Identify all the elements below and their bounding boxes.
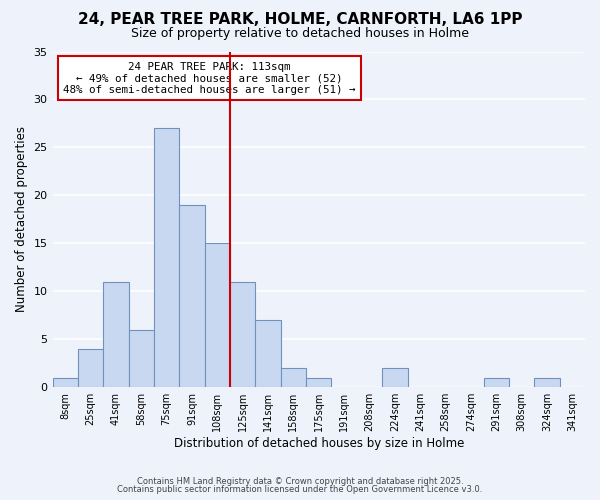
Bar <box>103 282 128 387</box>
Text: Contains public sector information licensed under the Open Government Licence v3: Contains public sector information licen… <box>118 485 482 494</box>
Bar <box>179 205 205 387</box>
Text: Contains HM Land Registry data © Crown copyright and database right 2025.: Contains HM Land Registry data © Crown c… <box>137 477 463 486</box>
Bar <box>382 368 407 387</box>
Bar <box>230 282 256 387</box>
Bar <box>534 378 560 387</box>
X-axis label: Distribution of detached houses by size in Holme: Distribution of detached houses by size … <box>173 437 464 450</box>
Bar <box>205 244 230 387</box>
Bar <box>281 368 306 387</box>
Bar <box>78 349 103 387</box>
Text: Size of property relative to detached houses in Holme: Size of property relative to detached ho… <box>131 28 469 40</box>
Bar <box>154 128 179 387</box>
Bar <box>256 320 281 387</box>
Text: 24 PEAR TREE PARK: 113sqm
← 49% of detached houses are smaller (52)
48% of semi-: 24 PEAR TREE PARK: 113sqm ← 49% of detac… <box>64 62 356 95</box>
Bar <box>53 378 78 387</box>
Bar <box>306 378 331 387</box>
Y-axis label: Number of detached properties: Number of detached properties <box>15 126 28 312</box>
Bar <box>128 330 154 387</box>
Text: 24, PEAR TREE PARK, HOLME, CARNFORTH, LA6 1PP: 24, PEAR TREE PARK, HOLME, CARNFORTH, LA… <box>78 12 522 28</box>
Bar <box>484 378 509 387</box>
